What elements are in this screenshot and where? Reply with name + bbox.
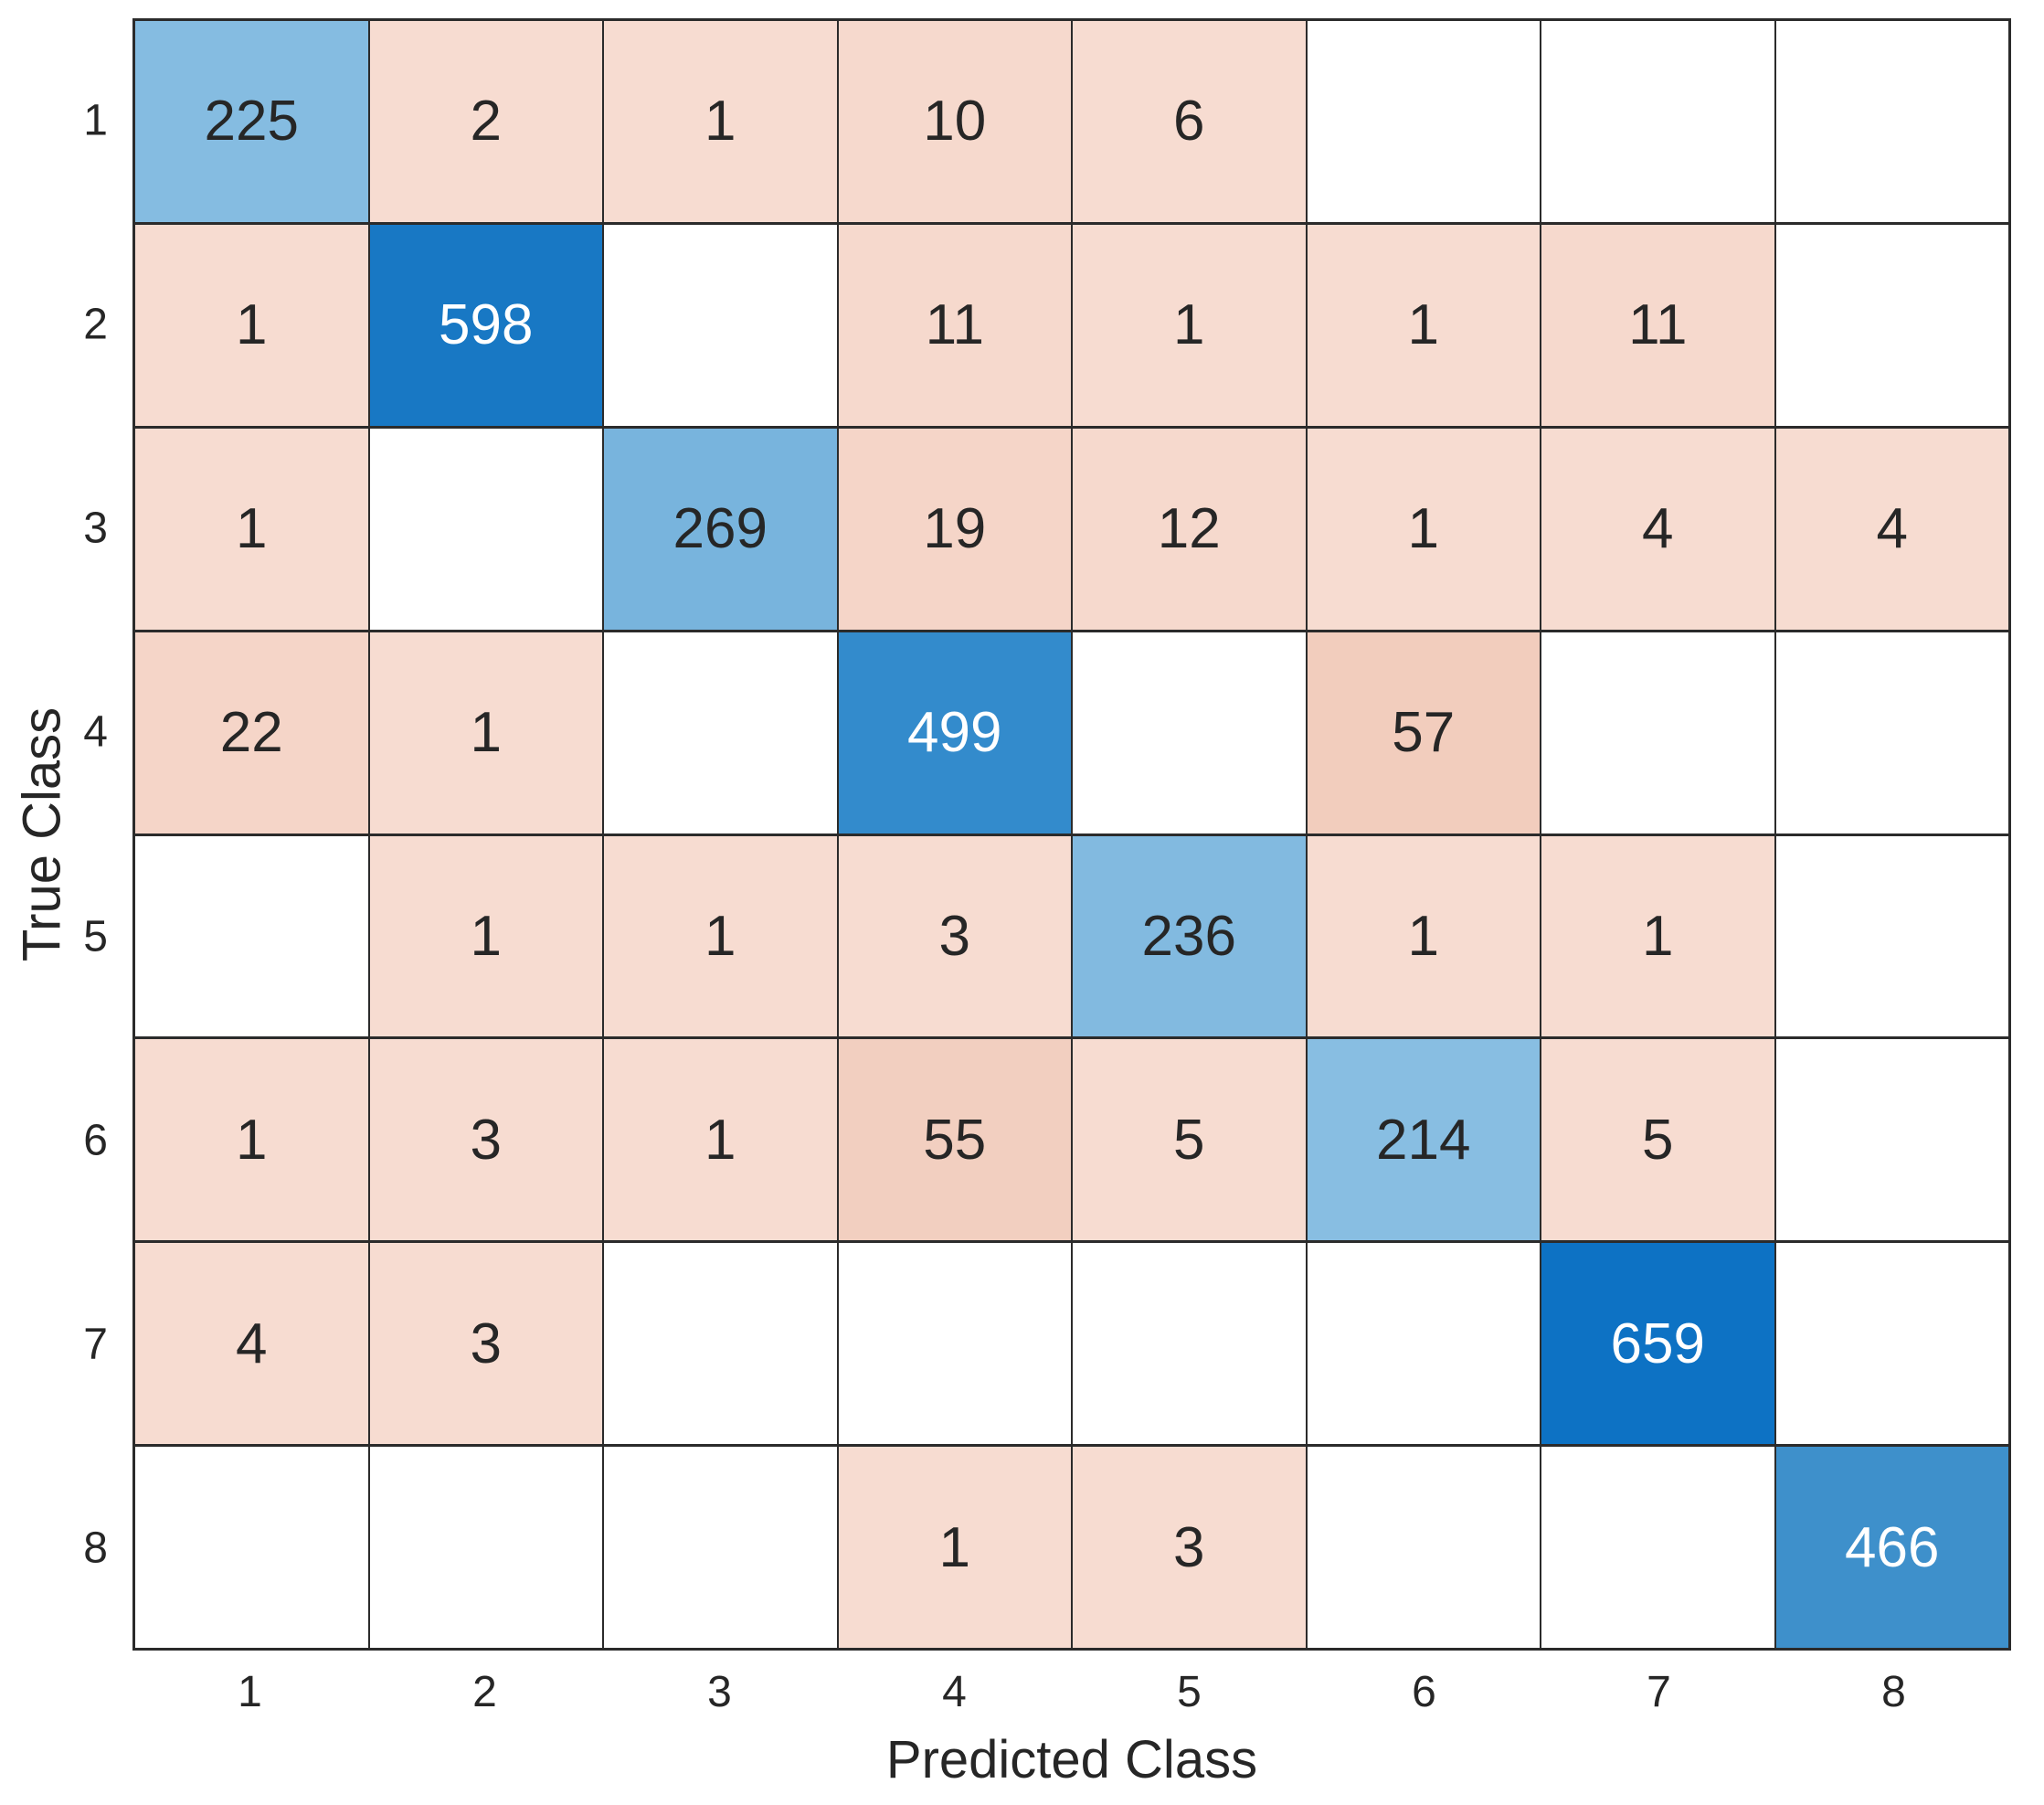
y-tick-label: 4 <box>83 707 108 757</box>
matrix-cell <box>1775 1039 2008 1241</box>
y-tick-label: 7 <box>83 1320 108 1369</box>
matrix-cell: 225 <box>135 21 368 222</box>
matrix-cell <box>369 1447 602 1648</box>
matrix-cell: 1 <box>369 835 602 1037</box>
y-tick-label: 5 <box>83 912 108 961</box>
matrix-cell: 5 <box>1541 1039 1774 1241</box>
matrix-cell <box>1307 1243 1540 1445</box>
matrix-cell: 1 <box>604 21 837 222</box>
matrix-cell: 1 <box>1541 835 1774 1037</box>
matrix-cell: 12 <box>1073 428 1306 630</box>
matrix-cell: 1 <box>135 428 368 630</box>
matrix-cell <box>1541 1447 1774 1648</box>
matrix-cell <box>838 1243 1071 1445</box>
y-tick-label: 2 <box>83 300 108 349</box>
matrix-cell: 6 <box>1073 21 1306 222</box>
x-axis-ticks: 1 2 3 4 5 6 7 8 <box>132 1651 2011 1724</box>
matrix-cell <box>1775 21 2008 222</box>
matrix-cell: 269 <box>604 428 837 630</box>
matrix-cell <box>1775 835 2008 1037</box>
matrix-cell: 4 <box>1541 428 1774 630</box>
matrix-cell: 1 <box>369 632 602 833</box>
matrix-cell <box>1775 1243 2008 1445</box>
matrix-cell: 4 <box>1775 428 2008 630</box>
x-tick-label: 4 <box>942 1668 967 1716</box>
matrix-cell <box>1073 1243 1306 1445</box>
y-tick-label: 6 <box>83 1116 108 1165</box>
matrix-cell: 1 <box>1307 428 1540 630</box>
matrix-cell: 55 <box>838 1039 1071 1241</box>
x-tick-label: 3 <box>707 1668 732 1716</box>
matrix-cell: 236 <box>1073 835 1306 1037</box>
matrix-cell <box>369 428 602 630</box>
matrix-cell <box>135 1447 368 1648</box>
matrix-cell: 5 <box>1073 1039 1306 1241</box>
matrix-cell: 1 <box>604 835 837 1037</box>
x-axis-label: Predicted Class <box>885 1730 1258 1789</box>
matrix-cell: 1 <box>1307 835 1540 1037</box>
y-axis-ticks: 1 2 3 4 5 6 7 8 <box>0 18 121 1651</box>
matrix-cell: 10 <box>838 21 1071 222</box>
matrix-cell: 1 <box>838 1447 1071 1648</box>
y-tick-label: 3 <box>83 504 108 553</box>
matrix-cell <box>1307 21 1540 222</box>
matrix-cell <box>604 1243 837 1445</box>
matrix-cell: 22 <box>135 632 368 833</box>
matrix-cell: 466 <box>1775 1447 2008 1648</box>
matrix-cell <box>135 835 368 1037</box>
matrix-cell: 19 <box>838 428 1071 630</box>
matrix-cell: 1 <box>604 1039 837 1241</box>
matrix-cell <box>1775 632 2008 833</box>
matrix-cell: 3 <box>369 1243 602 1445</box>
matrix-cell: 57 <box>1307 632 1540 833</box>
matrix-cell: 3 <box>369 1039 602 1241</box>
x-tick-label: 5 <box>1177 1668 1202 1716</box>
matrix-cell <box>1307 1447 1540 1648</box>
matrix-cell: 3 <box>838 835 1071 1037</box>
x-tick-label: 1 <box>238 1668 262 1716</box>
x-tick-label: 6 <box>1412 1668 1436 1716</box>
matrix-cell: 2 <box>369 21 602 222</box>
matrix-cell <box>1541 632 1774 833</box>
matrix-cell: 1 <box>1073 224 1306 426</box>
matrix-cell: 1 <box>135 224 368 426</box>
matrix-cell: 499 <box>838 632 1071 833</box>
matrix-cell: 214 <box>1307 1039 1540 1241</box>
matrix-cell <box>604 1447 837 1648</box>
matrix-cell <box>604 632 837 833</box>
y-tick-label: 1 <box>83 96 108 145</box>
matrix-cell: 659 <box>1541 1243 1774 1445</box>
x-tick-label: 2 <box>472 1668 497 1716</box>
matrix-cell: 4 <box>135 1243 368 1445</box>
x-tick-label: 8 <box>1881 1668 1906 1716</box>
matrix-cell: 598 <box>369 224 602 426</box>
x-tick-label: 7 <box>1647 1668 1671 1716</box>
confusion-matrix-grid: 225 2 1 10 6 1 598 11 1 1 11 1 269 19 12 1 4 4 22 1 499 57 1 1 3… <box>132 18 2011 1651</box>
matrix-cell <box>1775 224 2008 426</box>
matrix-cell: 1 <box>1307 224 1540 426</box>
y-tick-label: 8 <box>83 1524 108 1573</box>
matrix-cell <box>604 224 837 426</box>
matrix-cell: 3 <box>1073 1447 1306 1648</box>
matrix-cell: 1 <box>135 1039 368 1241</box>
matrix-cell <box>1073 632 1306 833</box>
matrix-cell <box>1541 21 1774 222</box>
matrix-cell: 11 <box>838 224 1071 426</box>
matrix-cell: 11 <box>1541 224 1774 426</box>
